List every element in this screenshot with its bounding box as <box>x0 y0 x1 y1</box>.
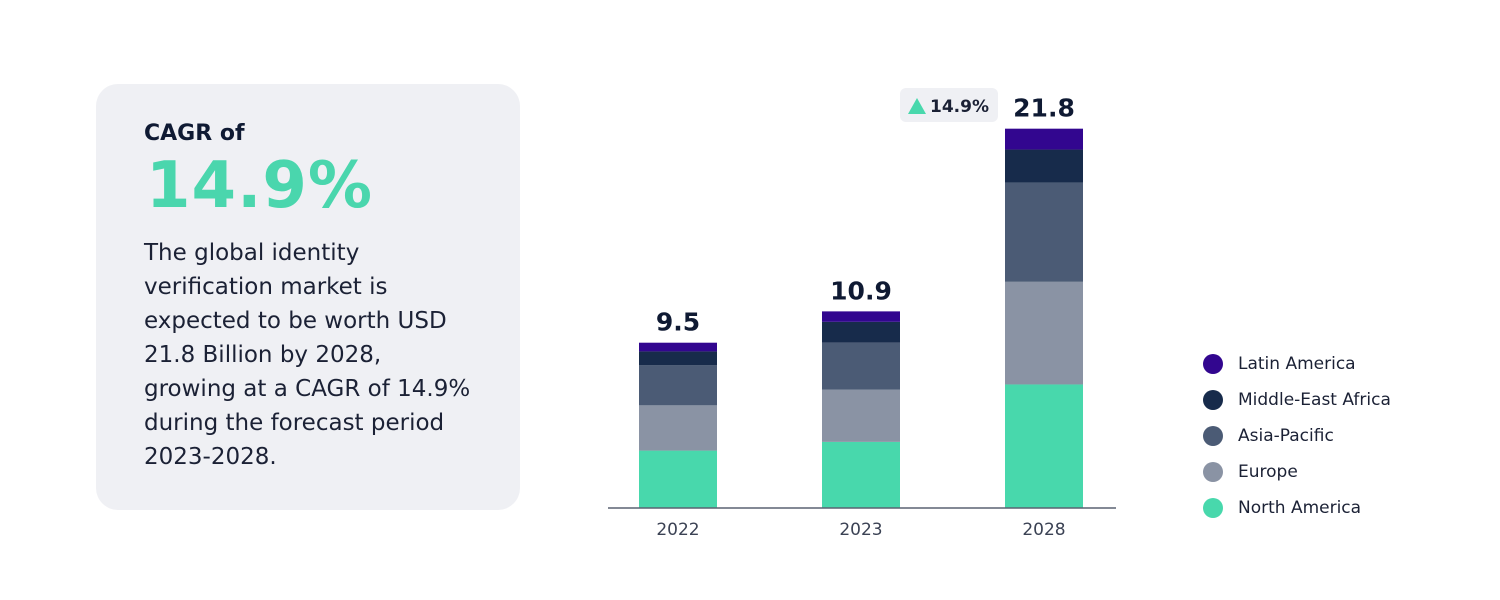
bar-segment-asia-pacific-2028 <box>1005 182 1083 282</box>
chart-legend: Latin America Middle-East Africa Asia-Paci… <box>1203 346 1391 526</box>
legend-label-north-america: North America <box>1238 498 1362 518</box>
x-tick-label-2028: 2028 <box>1022 520 1065 540</box>
bar-segment-asia-pacific-2023 <box>822 342 900 390</box>
bar-total-label-2023: 10.9 <box>830 276 892 305</box>
bar-segment-latin-america-2022 <box>639 342 717 352</box>
bar-segment-europe-2028 <box>1005 281 1083 385</box>
legend-item-latin-america: Latin America <box>1203 346 1391 382</box>
legend-swatch-latin-america <box>1203 354 1223 374</box>
legend-label-middle-east-africa: Middle-East Africa <box>1238 390 1391 410</box>
cagr-value: 14.9% <box>146 149 374 223</box>
bar-total-label-2028: 21.8 <box>1013 94 1075 123</box>
legend-item-asia-pacific: Asia-Pacific <box>1203 418 1391 454</box>
legend-label-latin-america: Latin America <box>1238 354 1356 374</box>
bar-segment-north-america-2023 <box>822 441 900 508</box>
bar-segment-latin-america-2023 <box>822 311 900 322</box>
legend-swatch-asia-pacific <box>1203 426 1223 446</box>
bar-segment-middle-east-africa-2023 <box>822 321 900 343</box>
bar-segment-europe-2022 <box>639 405 717 451</box>
bar-total-label-2022: 9.5 <box>656 308 700 337</box>
legend-swatch-middle-east-africa <box>1203 390 1223 410</box>
growth-annotation-label: 14.9% <box>930 97 989 117</box>
market-description: The global identity verification market … <box>144 240 471 470</box>
bar-segment-middle-east-africa-2022 <box>639 351 717 366</box>
legend-swatch-europe <box>1203 462 1223 482</box>
x-tick-label-2022: 2022 <box>656 520 699 540</box>
bar-segment-north-america-2022 <box>639 450 717 508</box>
legend-label-asia-pacific: Asia-Pacific <box>1238 426 1334 446</box>
bar-segment-north-america-2028 <box>1005 384 1083 508</box>
legend-label-europe: Europe <box>1238 462 1298 482</box>
bar-segment-asia-pacific-2022 <box>639 365 717 406</box>
x-tick-label-2023: 2023 <box>839 520 882 540</box>
triangle-up-icon <box>908 98 926 114</box>
bar-segment-latin-america-2028 <box>1005 128 1083 150</box>
bar-segment-middle-east-africa-2028 <box>1005 149 1083 183</box>
legend-item-north-america: North America <box>1203 490 1391 526</box>
legend-swatch-north-america <box>1203 498 1223 518</box>
bar-segment-europe-2023 <box>822 389 900 442</box>
legend-item-europe: Europe <box>1203 454 1391 490</box>
cagr-heading: CAGR of <box>144 121 245 146</box>
legend-item-middle-east-africa: Middle-East Africa <box>1203 382 1391 418</box>
cagr-info-card: CAGR of 14.9% The global identity verifi… <box>96 84 520 510</box>
